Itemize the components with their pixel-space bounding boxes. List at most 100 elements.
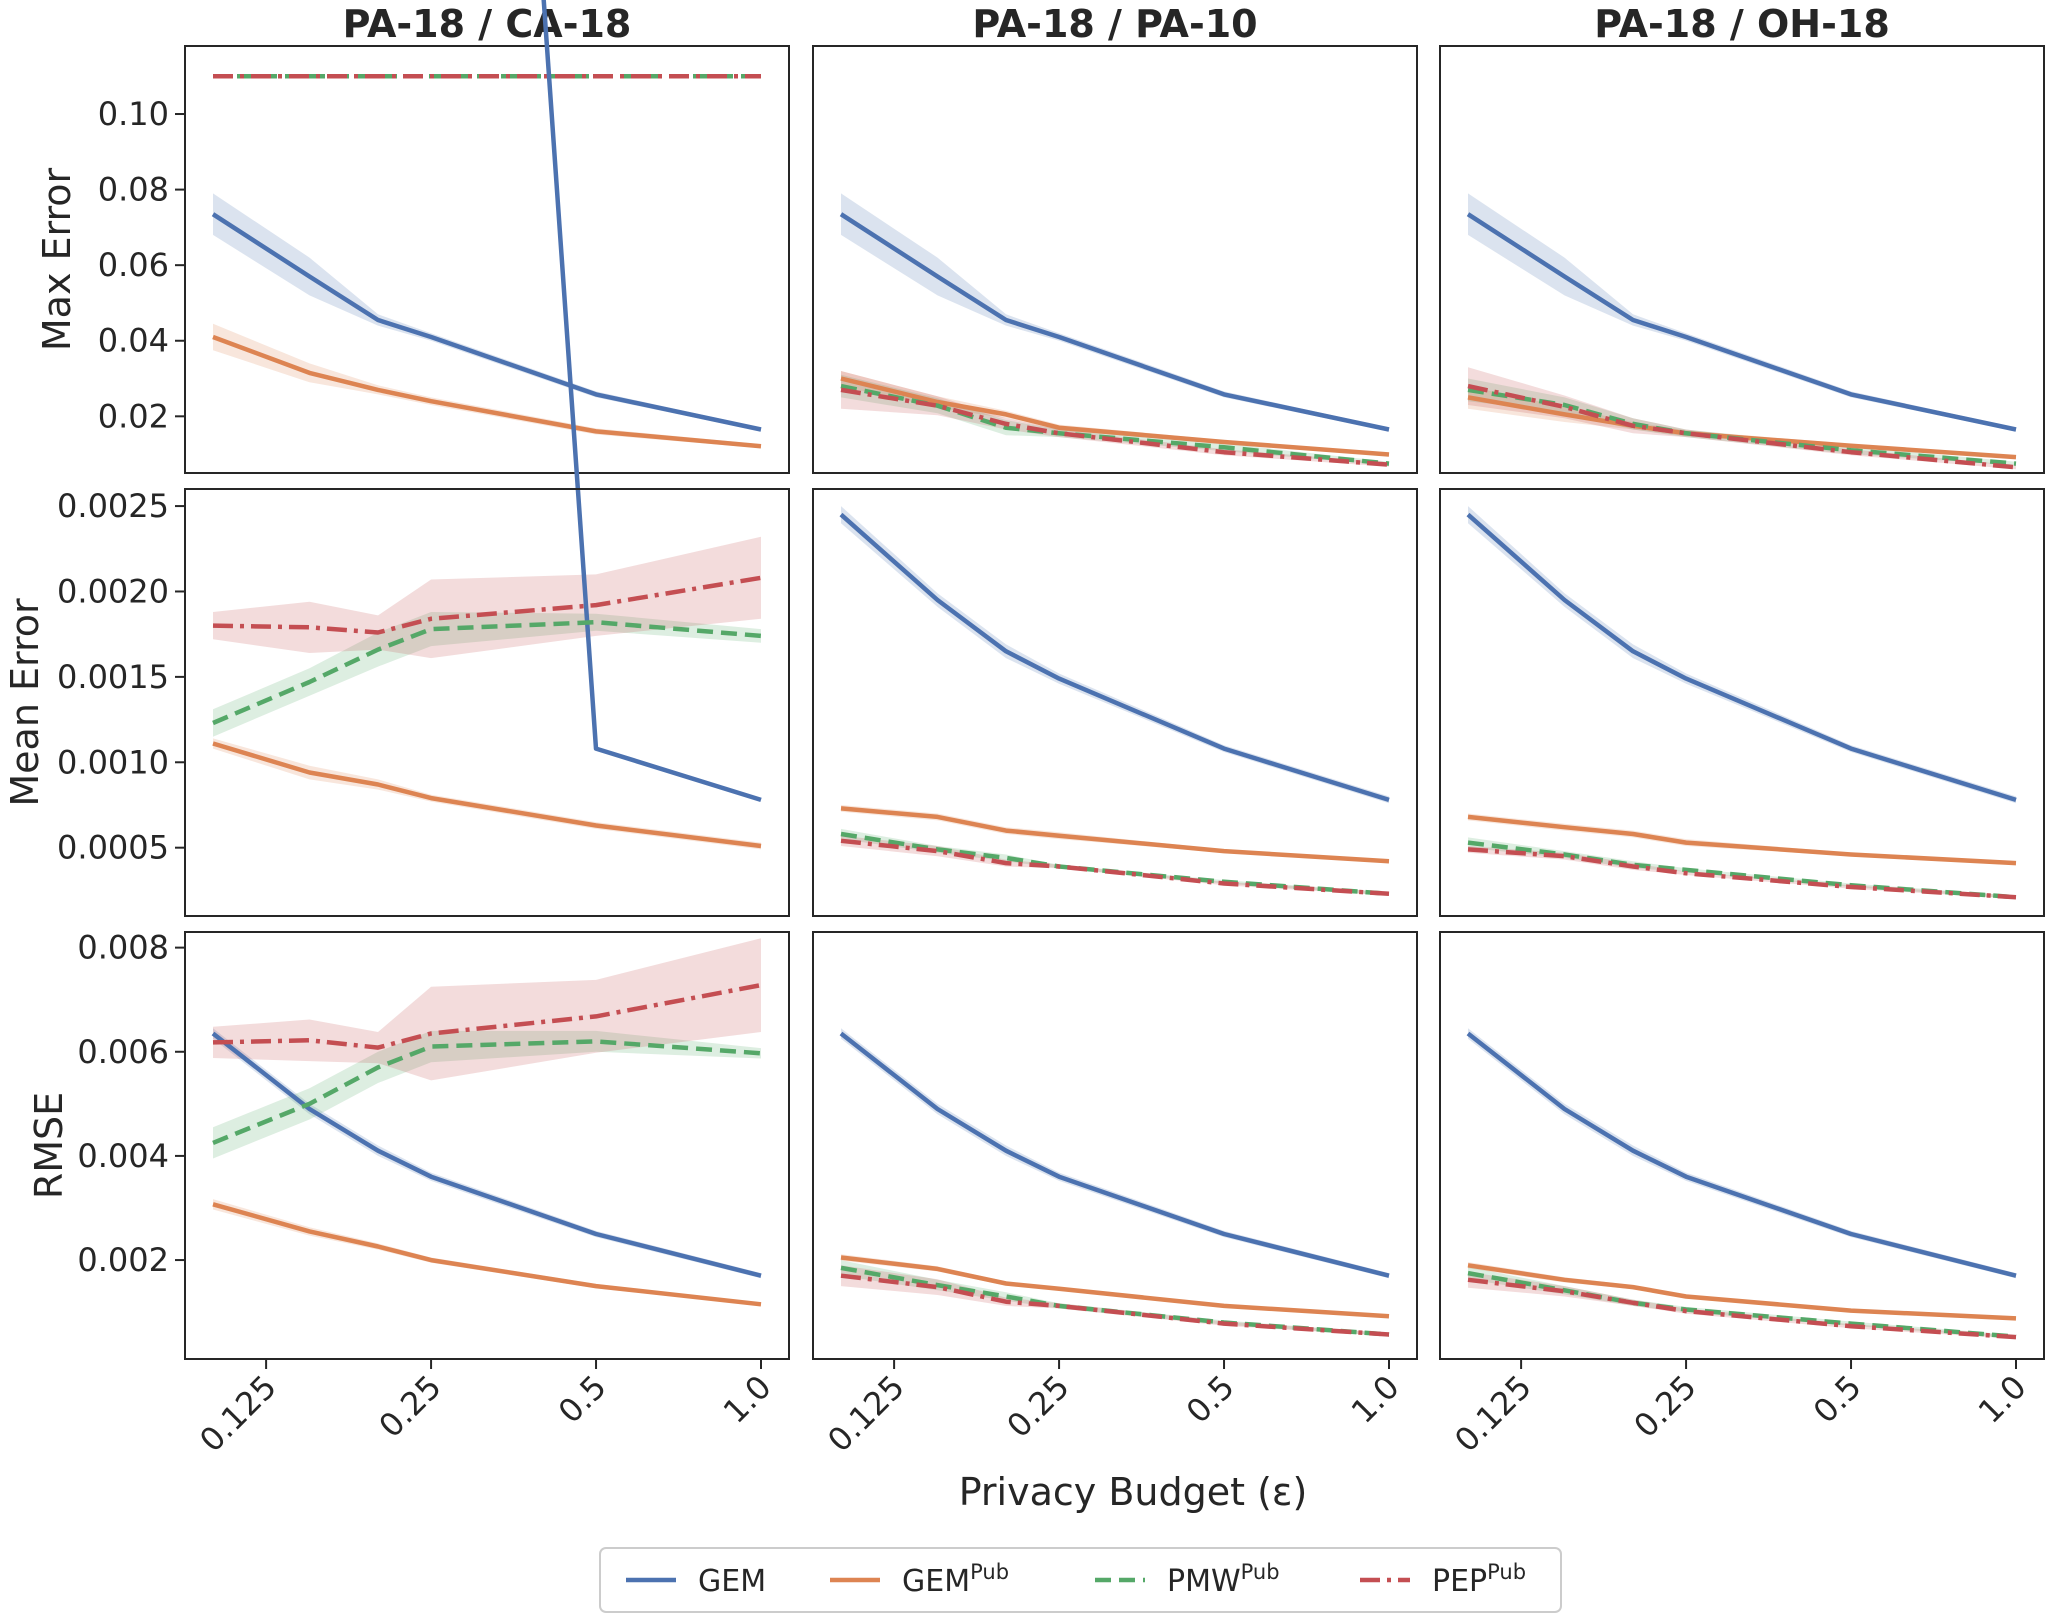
column-title: PA-18 / CA-18 bbox=[343, 2, 632, 46]
series-line bbox=[212, 1202, 762, 1307]
x-tick-label: 0.125 bbox=[1447, 1368, 1539, 1460]
series-line bbox=[541, 0, 762, 803]
confidence-band bbox=[213, 323, 761, 449]
subplot: 0.125 0.25 0.5 1.0 bbox=[812, 931, 1418, 1460]
x-tick-label: 1.0 bbox=[1344, 1368, 1407, 1431]
column-title: PA-18 / OH-18 bbox=[1594, 2, 1890, 46]
series-line bbox=[840, 831, 1390, 897]
series-line bbox=[1466, 512, 2017, 803]
legend-label: PMWPub bbox=[1167, 1560, 1280, 1599]
y-tick-label: 0.002 bbox=[77, 1241, 169, 1279]
axes-frame bbox=[812, 931, 1418, 1360]
series-line bbox=[1467, 383, 2017, 470]
axes-frame bbox=[184, 931, 790, 1360]
x-tick-label: 0.5 bbox=[1806, 1368, 1869, 1431]
column-title: PA-18 / PA-10 bbox=[972, 2, 1257, 46]
series-line bbox=[212, 1039, 762, 1145]
x-tick-label: 1.0 bbox=[716, 1368, 779, 1431]
x-tick-label: 0.25 bbox=[1626, 1368, 1703, 1445]
x-tick-label: 0.125 bbox=[820, 1368, 912, 1460]
confidence-band bbox=[841, 374, 1389, 466]
confidence-band bbox=[1468, 1028, 2016, 1279]
series-line bbox=[840, 1273, 1390, 1337]
subplot: 0.02 0.04 0.06 0.08 0.10 bbox=[98, 45, 790, 474]
series-line bbox=[839, 1031, 1390, 1278]
series-line bbox=[1467, 1270, 2017, 1339]
series-line bbox=[840, 1265, 1390, 1337]
y-tick-label: 0.006 bbox=[77, 1033, 169, 1071]
confidence-band bbox=[841, 1028, 1389, 1279]
confidence-band bbox=[1468, 1266, 2016, 1339]
series-line bbox=[839, 512, 1390, 803]
series-line bbox=[840, 838, 1390, 897]
series-line bbox=[840, 806, 1390, 864]
confidence-band bbox=[213, 738, 761, 850]
y-tick-label: 0.02 bbox=[98, 397, 169, 435]
series-line bbox=[211, 1031, 762, 1278]
axes-frame bbox=[184, 488, 790, 917]
x-tick-label: 0.25 bbox=[371, 1368, 448, 1445]
x-tick-label: 0.5 bbox=[551, 1368, 614, 1431]
x-tick-label: 0.25 bbox=[999, 1368, 1076, 1445]
y-tick-label: 0.008 bbox=[77, 929, 169, 967]
series-line bbox=[1467, 1263, 2017, 1321]
confidence-band bbox=[841, 371, 1389, 467]
series-line bbox=[840, 376, 1390, 457]
y-tick-label: 0.0010 bbox=[57, 743, 169, 781]
axes-frame bbox=[1439, 45, 2045, 474]
series-line bbox=[1467, 814, 2017, 866]
confidence-band bbox=[213, 1030, 761, 1159]
y-tick-label: 0.06 bbox=[98, 246, 169, 284]
y-axis-label: RMSE bbox=[27, 1092, 71, 1199]
series-line bbox=[1467, 1277, 2017, 1340]
series-line bbox=[212, 334, 762, 449]
legend-label: GEMPub bbox=[902, 1560, 1009, 1599]
subplot bbox=[812, 488, 1418, 917]
series-line bbox=[1466, 1031, 2017, 1278]
confidence-band bbox=[213, 938, 761, 1081]
subplot bbox=[812, 45, 1418, 474]
y-tick-label: 0.0015 bbox=[57, 658, 169, 696]
axes-frame bbox=[812, 45, 1418, 474]
series-line bbox=[839, 212, 1390, 432]
y-tick-label: 0.0020 bbox=[57, 572, 169, 610]
axes-frame bbox=[184, 45, 790, 474]
x-tick-label: 0.5 bbox=[1179, 1368, 1242, 1431]
confidence-band bbox=[1468, 506, 2016, 804]
series-line bbox=[840, 1255, 1390, 1319]
axes-frame bbox=[812, 488, 1418, 917]
series-line bbox=[212, 982, 762, 1050]
legend-label: GEM bbox=[698, 1564, 766, 1599]
series-line bbox=[1466, 212, 2017, 432]
y-tick-label: 0.10 bbox=[98, 95, 169, 133]
y-axis-label: Max Error bbox=[35, 167, 79, 351]
confidence-band bbox=[213, 193, 761, 432]
series-line bbox=[1467, 840, 2017, 900]
x-tick-label: 1.0 bbox=[1971, 1368, 2034, 1431]
legend: GEM GEMPub PMWPub PEPPub bbox=[599, 1547, 1562, 1613]
confidence-band bbox=[1468, 378, 2016, 466]
y-tick-label: 0.0005 bbox=[57, 829, 169, 867]
y-tick-label: 0.004 bbox=[77, 1137, 169, 1175]
x-tick-label: 0.125 bbox=[192, 1368, 284, 1460]
series-line bbox=[212, 575, 762, 635]
confidence-band bbox=[841, 1260, 1389, 1337]
y-axis-label: Mean Error bbox=[3, 598, 47, 807]
confidence-band bbox=[841, 1265, 1389, 1337]
series-line bbox=[1467, 847, 2017, 900]
confidence-band bbox=[213, 536, 761, 659]
x-axis-label: Privacy Budget (ε) bbox=[959, 1470, 1308, 1514]
axes-frame bbox=[1439, 488, 2045, 917]
axes-frame bbox=[1439, 931, 2045, 1360]
y-tick-label: 0.0025 bbox=[57, 487, 169, 525]
confidence-band bbox=[1468, 846, 2016, 899]
subplot: 0.0005 0.0010 0.0015 0.0020 0.0025 bbox=[57, 0, 790, 917]
y-tick-label: 0.04 bbox=[98, 322, 169, 360]
subplot: 0.125 0.25 0.5 1.0 bbox=[1439, 931, 2045, 1460]
series-line bbox=[212, 619, 762, 726]
subplot: 0.002 0.004 0.006 0.008 0.125 0.25 0.5 1.0 bbox=[77, 929, 790, 1460]
series-line bbox=[840, 387, 1390, 467]
y-tick-label: 0.08 bbox=[98, 171, 169, 209]
series-line bbox=[212, 741, 762, 849]
